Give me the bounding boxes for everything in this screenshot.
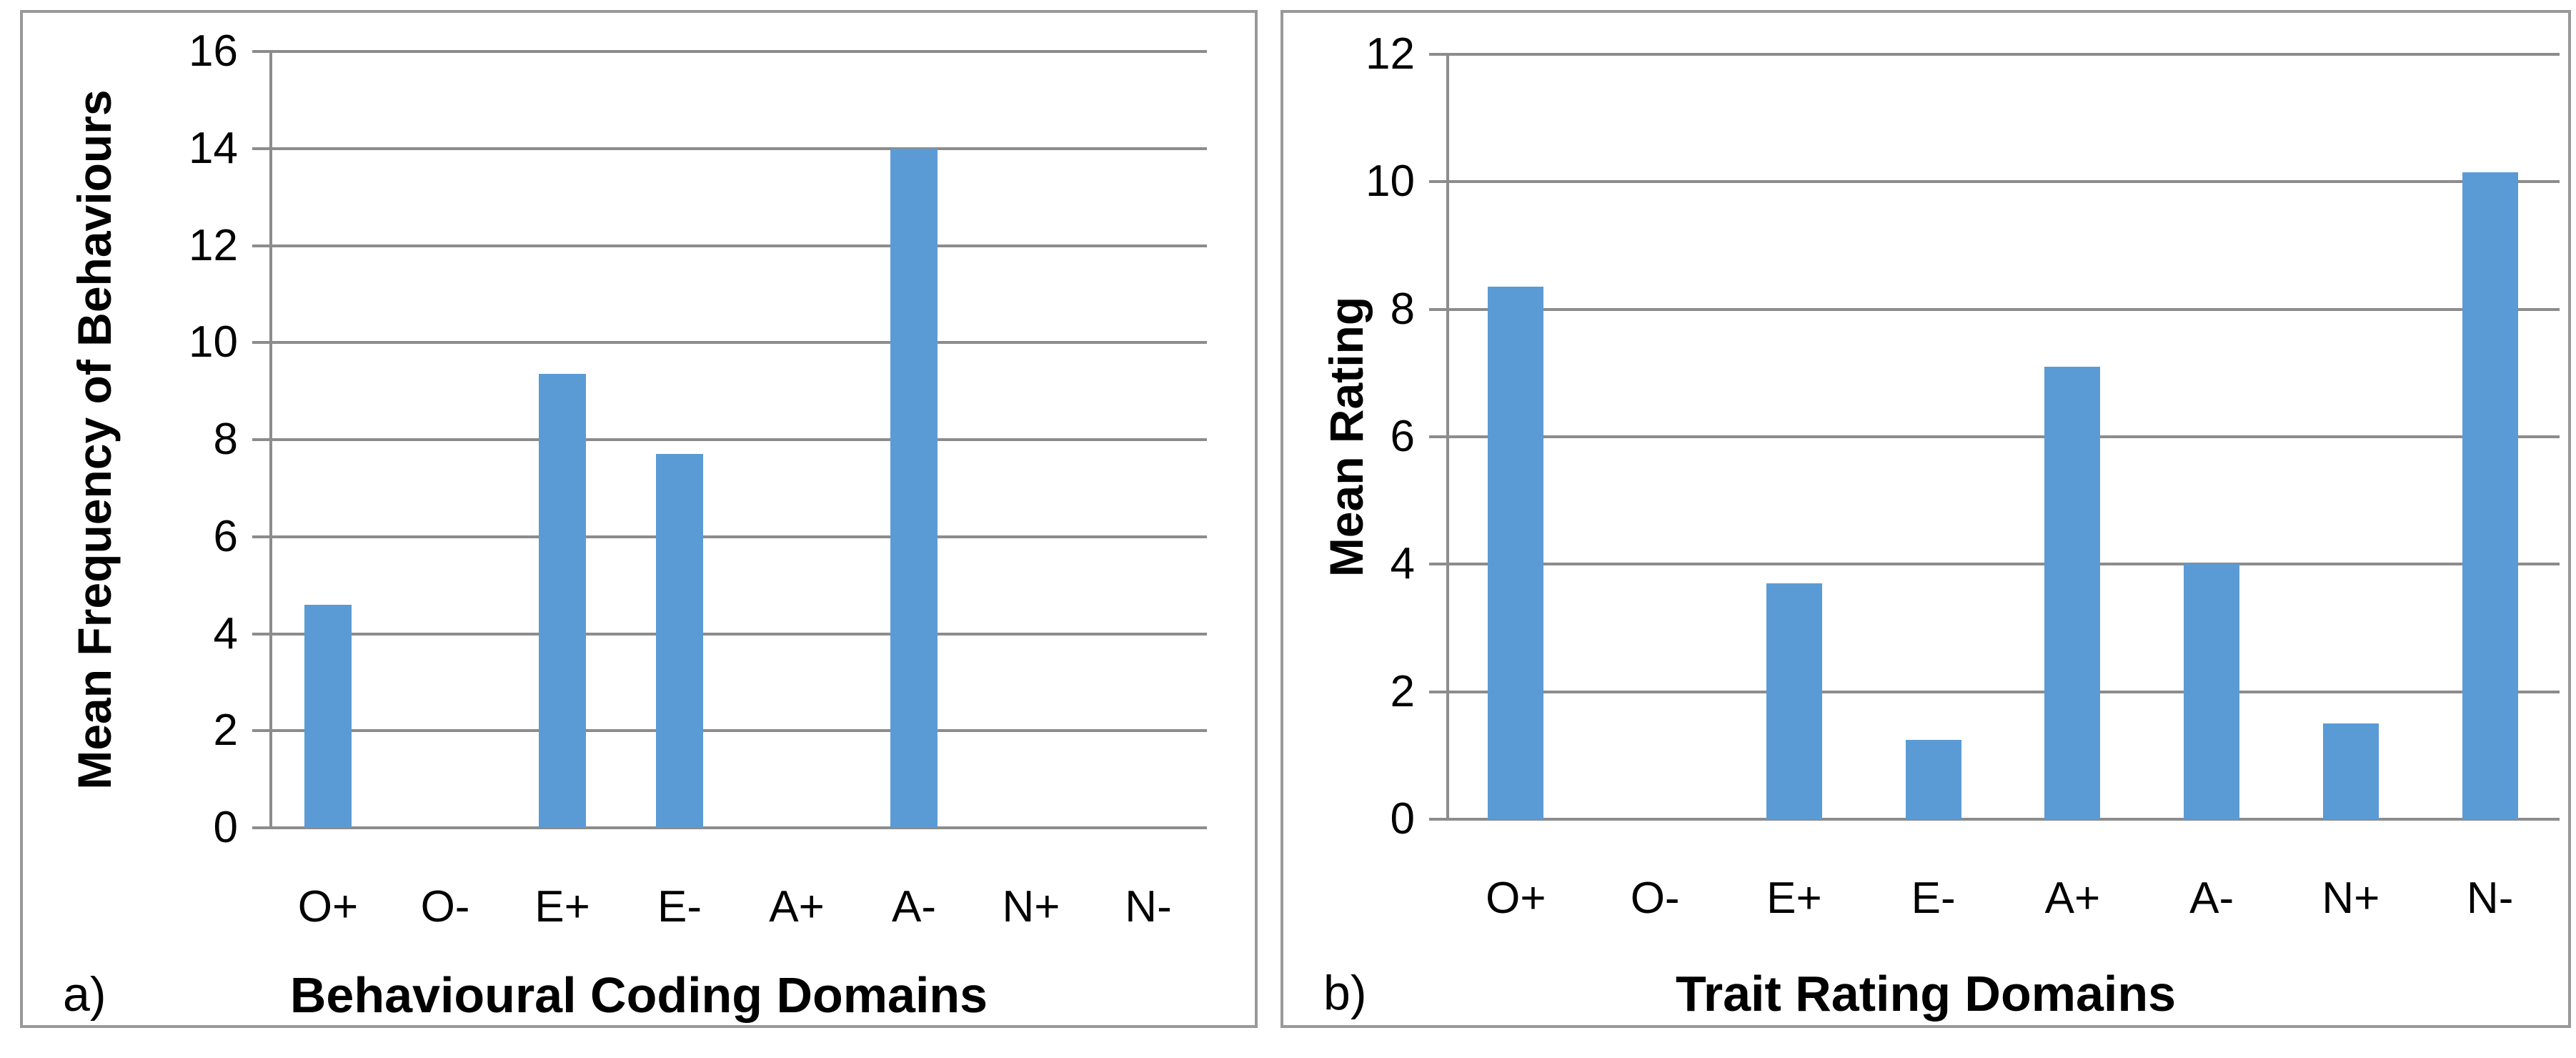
y-axis-line: [269, 51, 272, 828]
x-tick-label-O-: O-: [420, 882, 470, 931]
x-axis-title: Trait Rating Domains: [1675, 966, 2177, 1022]
y-tick-label: 4: [1390, 539, 1415, 589]
bar-E+: [1766, 583, 1822, 819]
panel-letter: a): [63, 967, 106, 1022]
y-tick-label: 0: [1390, 794, 1415, 844]
bar-A-: [2184, 564, 2240, 819]
y-tick-label: 16: [189, 26, 238, 76]
y-tick-mark: [252, 632, 269, 636]
y-tick-label: 2: [1390, 666, 1415, 716]
y-tick-mark: [252, 729, 269, 733]
x-tick-label-O+: O+: [297, 882, 359, 931]
bar-E-: [1905, 739, 1961, 819]
chart-panel-b: Mean Rating 0 2 4 6 8 10 12 O+ O- E+ E- A+ A- N+ N- Tr…: [1280, 10, 2571, 1028]
y-tick-label: 6: [1390, 412, 1415, 461]
gridline: [269, 341, 1207, 345]
x-tick-label-A+: A+: [2044, 874, 2101, 923]
y-tick-label: 0: [213, 803, 238, 852]
y-tick-mark: [252, 50, 269, 53]
x-tick-label-N+: N+: [2322, 874, 2380, 923]
y-tick-mark: [1429, 180, 1446, 184]
x-tick-label-N+: N+: [1002, 882, 1060, 931]
y-tick-label: 6: [213, 511, 238, 561]
y-tick-mark: [1429, 563, 1446, 566]
y-tick-label: 10: [1366, 157, 1415, 207]
x-tick-label-N-: N-: [1125, 882, 1172, 931]
x-tick-label-E+: E+: [534, 882, 590, 931]
gridline: [269, 244, 1207, 247]
y-tick-mark: [252, 147, 269, 150]
y-tick-mark: [252, 341, 269, 345]
gridline: [1446, 818, 2560, 821]
x-axis-title: Behavioural Coding Domains: [289, 967, 988, 1023]
gridline: [269, 535, 1207, 538]
gridline: [269, 826, 1207, 829]
bar-E+: [539, 374, 586, 828]
x-tick-label-E-: E-: [657, 882, 702, 931]
y-tick-label: 2: [213, 706, 238, 756]
y-tick-label: 12: [189, 220, 238, 270]
x-tick-label-O-: O-: [1630, 874, 1680, 923]
gridline: [269, 50, 1207, 53]
bar-O+: [1488, 287, 1544, 819]
y-tick-label: 8: [213, 415, 238, 464]
x-tick-label-A-: A-: [2189, 874, 2234, 923]
bar-A-: [890, 148, 938, 828]
y-tick-mark: [252, 438, 269, 441]
y-axis-line: [1446, 54, 1449, 819]
bar-A+: [2044, 366, 2101, 819]
gridline: [1446, 53, 2560, 56]
x-tick-label-E+: E+: [1766, 874, 1822, 923]
chart-panel-a: Mean Frequency of Behaviours 0 2 4 6 8 10 12 14…: [20, 10, 1258, 1028]
gridline: [1446, 563, 2560, 566]
y-tick-mark: [1429, 435, 1446, 438]
gridline: [269, 438, 1207, 441]
y-tick-mark: [1429, 307, 1446, 311]
y-tick-mark: [1429, 53, 1446, 56]
y-tick-label: 4: [213, 608, 238, 658]
y-tick-label: 12: [1366, 29, 1415, 79]
gridline: [269, 632, 1207, 636]
bar-N+: [2322, 723, 2379, 819]
gridline: [269, 147, 1207, 150]
panel-letter: b): [1323, 966, 1367, 1020]
y-tick-label: 8: [1390, 284, 1415, 334]
bar-E-: [656, 454, 703, 828]
y-tick-mark: [252, 826, 269, 829]
y-tick-mark: [252, 244, 269, 247]
gridline: [1446, 180, 2560, 184]
x-tick-label-A+: A+: [769, 882, 825, 931]
x-tick-label-O+: O+: [1486, 874, 1546, 923]
x-tick-label-N-: N-: [2466, 874, 2514, 923]
gridline: [1446, 307, 2560, 311]
bar-N-: [2462, 172, 2518, 819]
y-tick-mark: [1429, 818, 1446, 821]
y-tick-label: 10: [189, 317, 238, 367]
x-tick-label-A-: A-: [892, 882, 936, 931]
y-tick-mark: [1429, 690, 1446, 693]
y-tick-mark: [252, 535, 269, 538]
bar-O+: [304, 604, 352, 828]
y-tick-label: 14: [189, 123, 238, 173]
gridline: [1446, 435, 2560, 438]
gridline: [1446, 690, 2560, 693]
x-tick-label-E-: E-: [1911, 874, 1956, 923]
gridline: [269, 729, 1207, 733]
